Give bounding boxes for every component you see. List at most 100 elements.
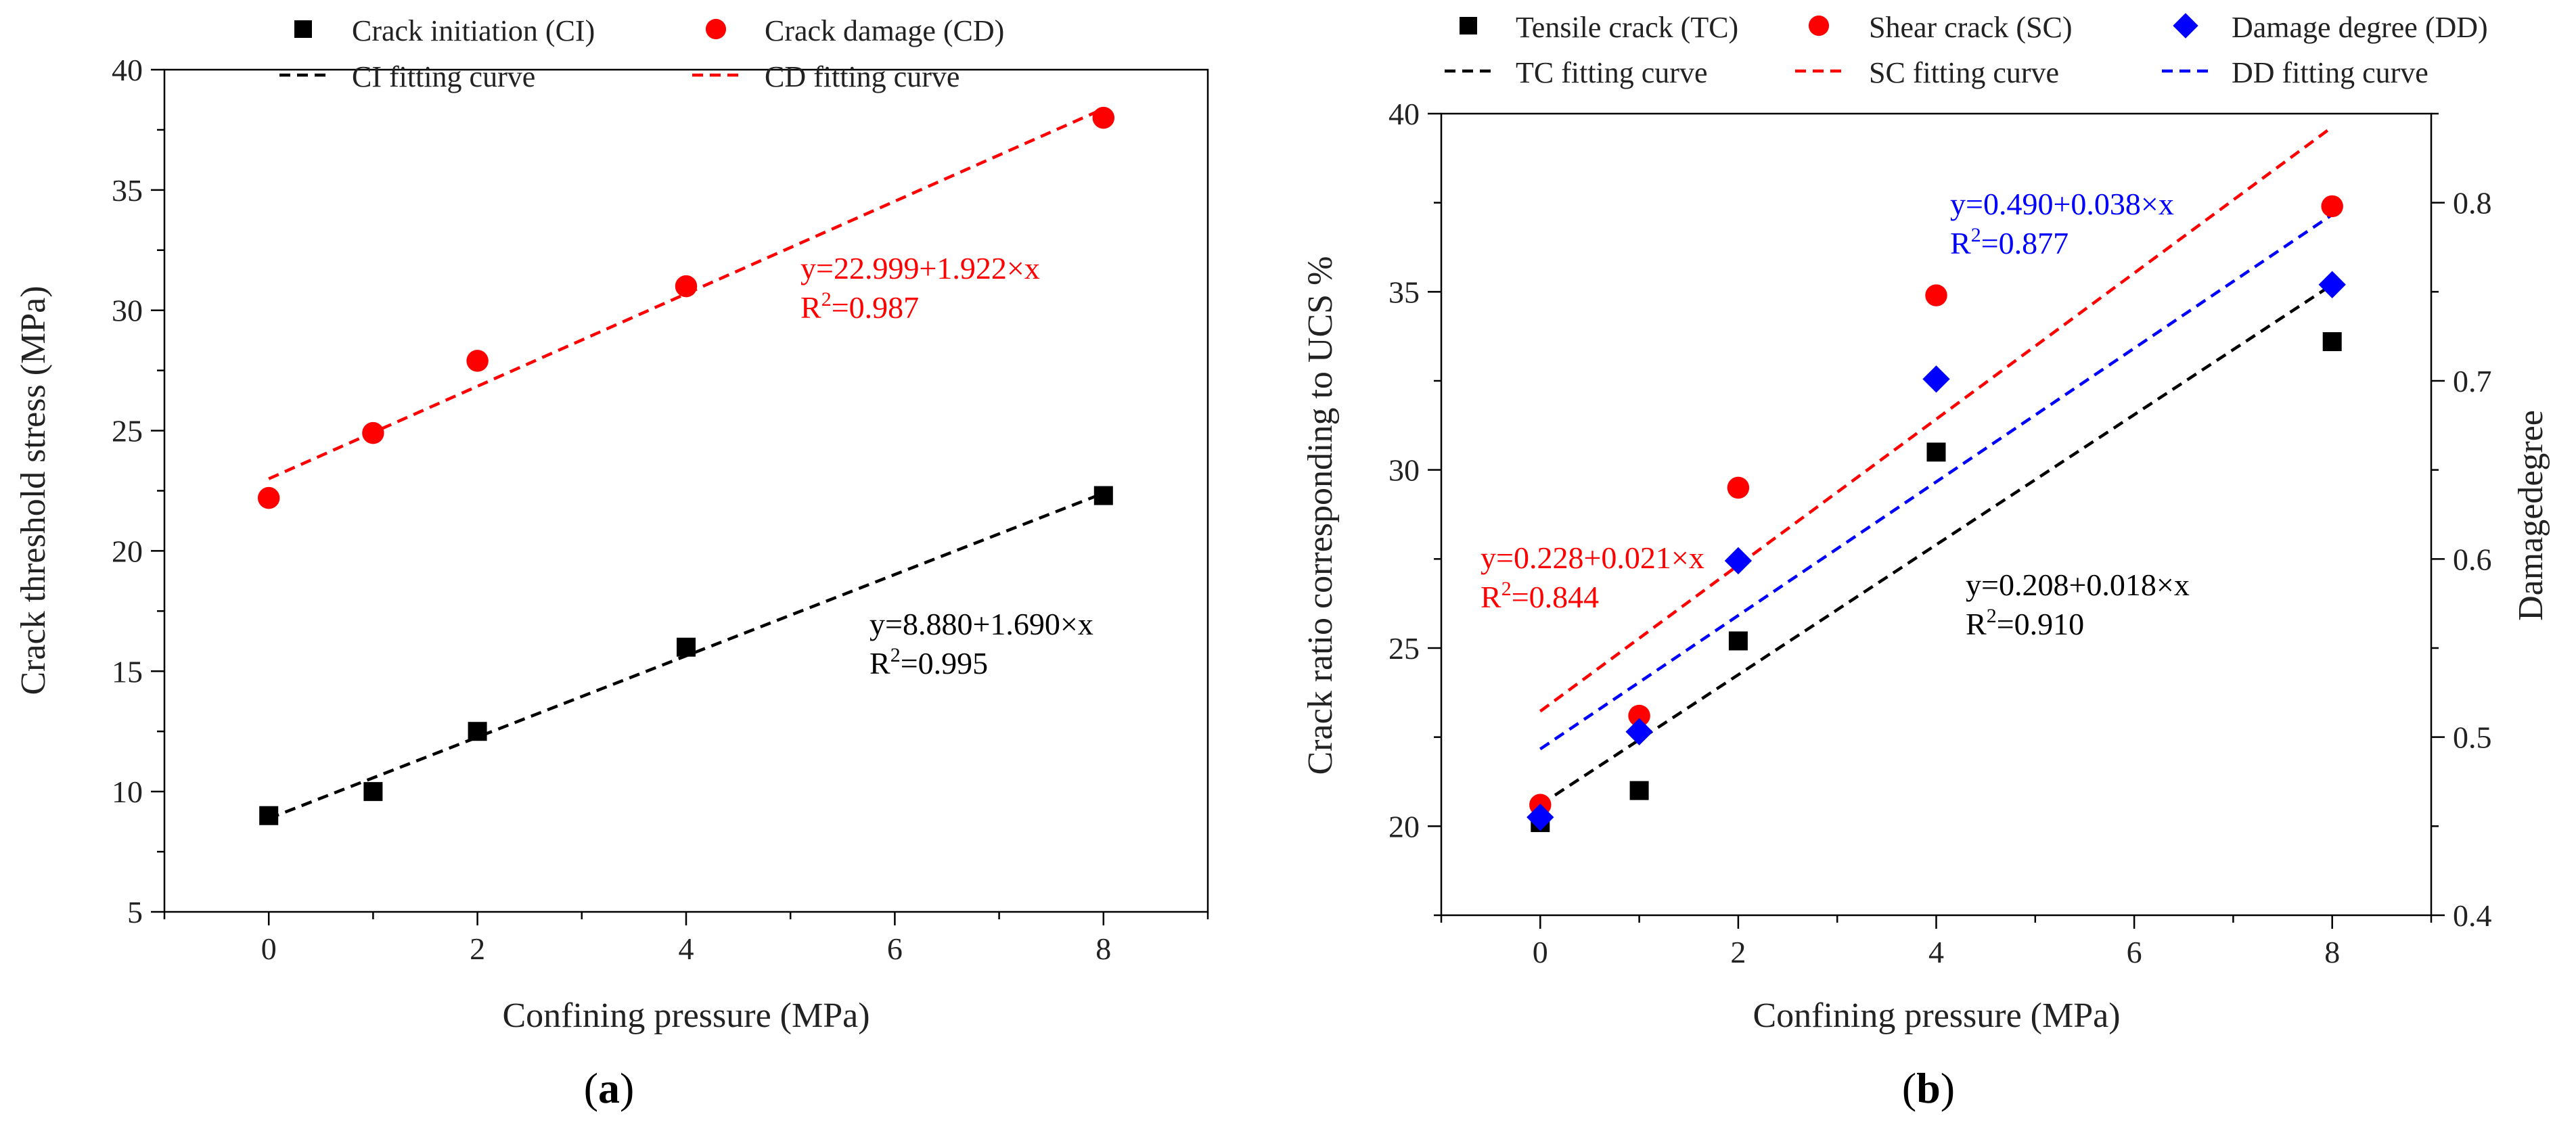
x-tick-label: 8	[2324, 935, 2340, 969]
y-tick-label: 35	[1388, 275, 1420, 309]
data-point	[1625, 718, 1653, 745]
fit-equation: y=22.999+1.922×x	[800, 251, 1040, 285]
legend-marker	[2173, 13, 2198, 39]
x-tick-label: 4	[679, 931, 694, 966]
fit-line	[268, 107, 1104, 480]
fit-r2-sup: 2	[821, 288, 832, 310]
data-point	[675, 275, 698, 298]
fit-r2-prefix: R	[800, 290, 821, 325]
legend-marker	[705, 18, 727, 40]
y-tick-label: 35	[112, 173, 143, 208]
fit-equation: y=8.880+1.690×x	[869, 607, 1093, 641]
fit-r2-prefix: R	[1481, 580, 1501, 614]
panel-b-plot-frame	[1440, 112, 2433, 917]
legend-label: Crack damage (CD)	[765, 14, 1004, 47]
fit-r2-value: =0.910	[1997, 607, 2084, 641]
y-tick-label: 10	[112, 775, 143, 809]
x-tick-label: 8	[1095, 931, 1111, 966]
fit-r2-value: =0.987	[832, 290, 919, 325]
fit-r2-prefix: R	[1950, 226, 1971, 260]
legend-label: CI fitting curve	[352, 60, 535, 93]
legend-label: Crack initiation (CI)	[352, 14, 595, 47]
panel-a-chart: 0 2 4 6 8 5 10 15 20 25 30 35 40 Crack initiation (C…	[14, 14, 1209, 1112]
y-tick-label: 40	[1388, 97, 1420, 131]
data-point	[1724, 547, 1753, 575]
panel-a-plot-frame	[163, 68, 1209, 913]
legend-label: CD fitting curve	[765, 60, 959, 93]
data-point	[2322, 332, 2342, 352]
panel-b-ylabel: Crack ratio corresponding to UCS %	[1301, 256, 1340, 775]
legend-marker	[1808, 15, 1830, 37]
y-tick-label: 5	[127, 895, 143, 929]
panel-b-xlabel: Confining pressure (MPa)	[1753, 996, 2120, 1035]
data-point	[2321, 195, 2343, 218]
fit-r2: R2=0.987	[800, 288, 919, 325]
data-point	[1925, 284, 1947, 306]
fit-r2-value: =0.844	[1512, 580, 1599, 614]
y-tick-label: 15	[112, 654, 143, 689]
fit-equation: y=0.208+0.018×x	[1966, 568, 2190, 602]
data-point	[1628, 704, 1650, 727]
x-tick-label: 6	[887, 931, 903, 966]
fit-r2: R2=0.910	[1966, 605, 2084, 641]
legend-marker	[1460, 17, 1477, 34]
data-point	[2318, 271, 2346, 298]
panel-b-label: (b)	[1902, 1064, 1955, 1112]
x-tick-label: 2	[1730, 935, 1746, 969]
data-point	[362, 421, 384, 444]
y-tick-label: 30	[1388, 453, 1420, 488]
fit-equation: y=0.490+0.038×x	[1950, 187, 2174, 221]
x-tick-label: 2	[470, 931, 485, 966]
x-tick-label: 4	[1928, 935, 1944, 969]
legend-label: DD fitting curve	[2232, 56, 2428, 89]
panel-a-label: (a)	[584, 1064, 635, 1112]
legend-label: Shear crack (SC)	[1869, 11, 2073, 44]
fit-r2-prefix: R	[1966, 607, 1987, 641]
y2-tick-label: 0.5	[2453, 720, 2492, 755]
y-tick-label: 40	[112, 53, 143, 87]
x-tick-label: 0	[261, 931, 277, 966]
legend-label: Tensile crack (TC)	[1516, 11, 1738, 44]
fit-line	[1539, 125, 2334, 713]
fit-r2-sup: 2	[1501, 578, 1512, 600]
y-tick-label: 20	[112, 534, 143, 568]
data-point	[1093, 486, 1113, 505]
y-tick-label: 30	[112, 294, 143, 328]
data-point	[677, 637, 696, 657]
data-point	[1922, 365, 1950, 393]
fit-r2-value: =0.995	[901, 646, 988, 681]
data-point	[259, 806, 279, 825]
fit-r2-prefix: R	[869, 646, 890, 681]
y2-tick-label: 0.8	[2453, 186, 2492, 221]
fit-r2: R2=0.877	[1950, 224, 2069, 260]
data-point	[466, 350, 489, 372]
fit-r2: R2=0.844	[1481, 578, 1599, 614]
panel-a-xlabel: Confining pressure (MPa)	[502, 996, 869, 1035]
panel-b-chart: 0 2 4 6 8 20 25 30 35 40 0.4 0.5 0.6 0.7 0.8 Tensile c…	[1301, 11, 2550, 1112]
data-point	[1727, 476, 1750, 499]
legend-label: SC fitting curve	[1869, 56, 2059, 89]
data-point	[1728, 631, 1748, 651]
legend-marker	[294, 20, 312, 38]
legend-label: Damage degree (DD)	[2232, 11, 2488, 44]
x-tick-label: 0	[1533, 935, 1548, 969]
data-point	[1926, 442, 1946, 462]
data-point	[257, 486, 280, 509]
data-point	[1092, 106, 1115, 129]
data-point	[468, 722, 487, 741]
panel-b-y2label: Damagedegree	[2512, 410, 2550, 621]
fit-r2: R2=0.995	[869, 644, 988, 681]
y2-tick-label: 0.6	[2453, 542, 2492, 576]
fit-r2-sup: 2	[1987, 605, 1997, 627]
y2-tick-label: 0.4	[2453, 898, 2492, 933]
fit-r2-sup: 2	[890, 644, 901, 666]
legend-label: TC fitting curve	[1516, 56, 1708, 89]
y-tick-label: 20	[1388, 809, 1420, 844]
x-tick-label: 6	[2127, 935, 2142, 969]
data-point	[1629, 781, 1649, 800]
fit-r2-value: =0.877	[1981, 226, 2069, 260]
data-point	[1527, 804, 1554, 831]
y-tick-label: 25	[1388, 631, 1420, 666]
y-tick-label: 25	[112, 414, 143, 448]
